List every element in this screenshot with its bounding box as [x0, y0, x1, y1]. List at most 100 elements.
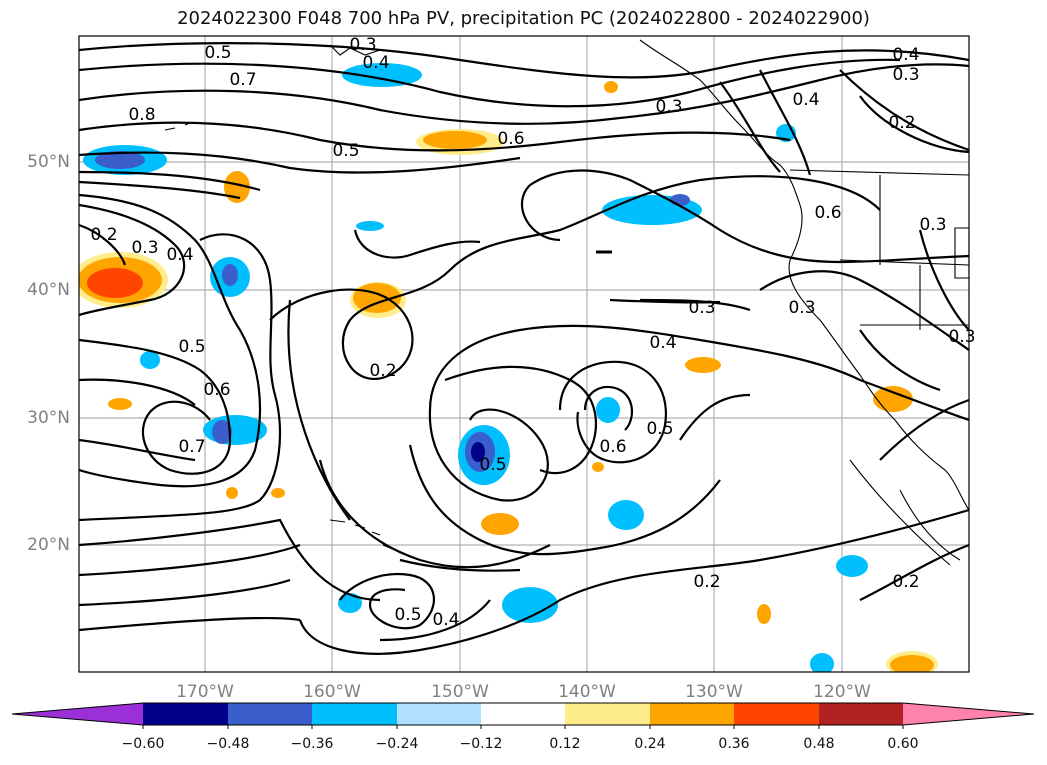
contour-label: 0.4	[649, 333, 676, 353]
colorbar-segments	[12, 703, 1034, 725]
contour-line	[79, 193, 262, 488]
precip-patch	[471, 442, 485, 462]
precip-patch	[670, 194, 690, 206]
colorbar-segment	[228, 703, 312, 725]
colorbar-tick-label: 0.36	[718, 736, 750, 752]
precip-patch	[502, 587, 558, 623]
colorbar-tick-label: 0.60	[887, 736, 919, 752]
colorbar-segment	[481, 703, 565, 725]
colorbar-tick-label: −0.24	[375, 736, 419, 752]
aleutian-islands	[164, 122, 191, 131]
colorbar-segment	[819, 703, 903, 725]
contour-line	[859, 543, 969, 601]
contour-line	[408, 444, 721, 556]
colorbar-extend-max	[903, 703, 1034, 725]
contour-label: 0.3	[349, 35, 376, 55]
contour-label: 0.7	[229, 70, 256, 90]
contour-line	[79, 180, 241, 200]
contour-label: 0.7	[178, 437, 205, 457]
colorbar-segment	[312, 703, 397, 725]
precip-patch	[592, 462, 604, 472]
map-title: 2024022300 F048 700 hPa PV, precipitatio…	[177, 8, 870, 29]
contour-line	[759, 270, 969, 351]
contour-label: 0.5	[394, 605, 421, 625]
hawaii-islands	[329, 519, 396, 551]
contour-line	[79, 223, 127, 266]
contour-label: 0.2	[888, 113, 915, 133]
contour-label: 0.4	[792, 90, 819, 110]
contour-line	[719, 81, 781, 173]
border-us-canada	[789, 169, 969, 176]
contour-line	[639, 298, 751, 312]
contour-line	[520, 184, 561, 242]
coastline-north-america	[639, 39, 969, 511]
contour-line	[79, 58, 901, 108]
contour-line	[269, 175, 881, 381]
lat-label-20n: 20°N	[27, 535, 70, 555]
contour-label: 0.3	[788, 298, 815, 318]
colorbar-outline	[11, 702, 1035, 726]
precip-patch	[604, 81, 618, 93]
colorbar-extend-min	[12, 703, 143, 725]
precip-patch	[222, 264, 238, 286]
contour-label: 0.4	[432, 610, 459, 630]
colorbar-segment	[650, 703, 734, 725]
coastlines	[164, 39, 969, 566]
contour-line	[379, 599, 491, 642]
contour-label: 0.5	[204, 43, 231, 63]
contour-label: 0.6	[497, 129, 524, 149]
colorbar-segment	[143, 703, 228, 725]
colorbar-segment	[734, 703, 819, 725]
contour-labels: 0.5 0.7 0.8 0.5 0.6 0.3 0.4 0.4 0.3 0.2 …	[90, 35, 975, 630]
contour-line	[428, 324, 969, 422]
contour-label: 0.6	[203, 380, 230, 400]
contour-label: 0.8	[128, 105, 155, 125]
precip-patch	[212, 420, 232, 444]
contour-line	[79, 203, 186, 317]
contour-line	[79, 578, 291, 607]
contour-line	[339, 572, 435, 630]
contour-line	[79, 543, 301, 577]
lon-label-170w: 170°W	[176, 682, 234, 702]
colorbar-tick-label: 0.12	[549, 736, 581, 752]
contour-label: 0.2	[693, 572, 720, 592]
contour-label: 0.5	[178, 337, 205, 357]
contour-line	[918, 229, 969, 331]
contour-line	[79, 616, 301, 632]
precip-patch	[810, 653, 834, 672]
map-panel: 0.5 0.7 0.8 0.5 0.6 0.3 0.4 0.4 0.3 0.2 …	[78, 35, 976, 673]
contour-label: 0.4	[362, 53, 389, 73]
lon-label-130w: 130°W	[685, 682, 743, 702]
lat-label-40n: 40°N	[27, 280, 70, 300]
colorbar-tick-marks	[142, 725, 904, 729]
contour-label: 0.3	[948, 327, 975, 347]
contour-label: 0.3	[131, 238, 158, 258]
contour-label: 0.3	[892, 65, 919, 85]
lon-label-140w: 140°W	[558, 682, 616, 702]
contour-line	[353, 229, 481, 259]
precip-patch	[108, 398, 132, 410]
contour-line	[609, 298, 721, 304]
lon-label-150w: 150°W	[431, 682, 489, 702]
map-background	[79, 36, 969, 672]
contour-label: 0.2	[90, 225, 117, 245]
contour-line	[79, 42, 969, 79]
contour-line	[859, 95, 969, 154]
precip-patch	[836, 555, 868, 577]
precip-patch	[356, 221, 384, 231]
coastline-alaska	[329, 44, 381, 56]
contour-label: 0.5	[479, 455, 506, 475]
contour-line	[444, 365, 598, 475]
contour-label: 0.3	[655, 97, 682, 117]
contour-line	[558, 360, 667, 464]
contour-line	[79, 378, 196, 406]
border-state	[954, 227, 969, 279]
colorbar-tick-label: 0.48	[803, 736, 835, 752]
precip-patch	[271, 488, 285, 498]
contour-line	[79, 338, 232, 475]
contour-label: 0.2	[369, 361, 396, 381]
contour-line	[428, 408, 549, 502]
precip-patch	[596, 397, 620, 423]
precip-patch	[338, 593, 362, 613]
contour-line	[879, 398, 969, 461]
